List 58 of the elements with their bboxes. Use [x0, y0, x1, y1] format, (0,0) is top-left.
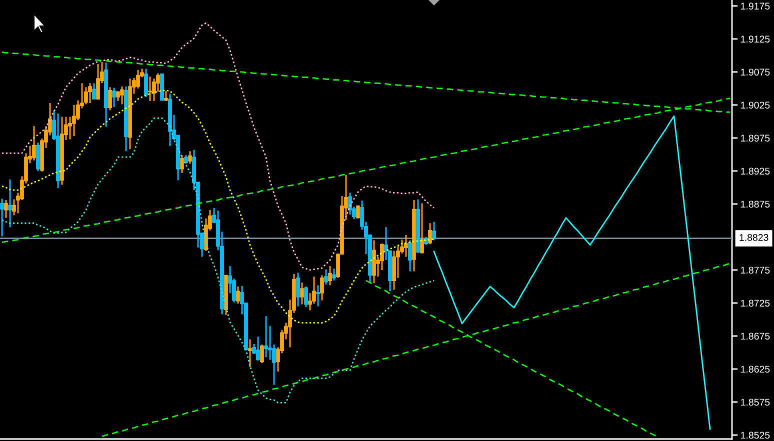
- candlestick: [320, 274, 324, 302]
- y-tick-label: 1.8925: [741, 168, 770, 175]
- candlestick: [120, 86, 124, 105]
- y-tick-label: 1.8575: [741, 398, 770, 406]
- ref-line-label: 1.8823: [740, 234, 768, 241]
- candlestick: [248, 338, 252, 368]
- candlestick: [304, 286, 308, 308]
- candlestick: [36, 142, 40, 172]
- candlestick: [332, 268, 336, 282]
- candlestick: [152, 78, 156, 102]
- candlestick: [432, 221, 436, 241]
- candlestick: [260, 344, 264, 364]
- candlestick: [4, 199, 8, 219]
- y-tick-label: 1.9175: [741, 2, 770, 10]
- candlestick: [92, 82, 96, 100]
- y-tick-label: 1.8975: [741, 134, 770, 142]
- candlestick: [84, 86, 88, 105]
- candlestick: [296, 272, 300, 308]
- candlestick: [408, 240, 412, 272]
- candlestick: [264, 316, 268, 358]
- candlestick: [148, 76, 152, 102]
- candlestick: [88, 82, 92, 104]
- candlestick: [300, 282, 304, 306]
- y-tick-label: 1.8675: [741, 332, 770, 340]
- candlestick: [180, 154, 184, 174]
- candlestick: [420, 202, 424, 254]
- candlestick: [116, 90, 120, 102]
- line-series: [101, 262, 731, 438]
- candlestick: [96, 63, 100, 100]
- candlestick: [144, 68, 148, 98]
- candlestick: [404, 234, 408, 258]
- candlestick: [108, 86, 112, 111]
- candlestick: [324, 268, 328, 286]
- candlestick: [236, 286, 240, 304]
- y-tick-label: 1.9125: [741, 36, 770, 43]
- candlestick: [348, 192, 352, 216]
- candlestick: [256, 336, 260, 362]
- candlestick: [32, 125, 36, 162]
- y-tick-label: 1.9075: [741, 68, 770, 76]
- candlestick: [72, 104, 76, 137]
- candlestick: [316, 284, 320, 308]
- candlestick: [8, 178, 12, 228]
- candlestick: [112, 87, 116, 108]
- y-tick-label: 1.8625: [741, 366, 770, 373]
- y-tick-label: 1.8525: [741, 432, 770, 439]
- line-series: [1, 22, 435, 271]
- candlestick: [328, 265, 332, 286]
- line-series: [1, 117, 435, 404]
- candlestick: [428, 222, 432, 245]
- line-series: [433, 115, 711, 430]
- y-tick-label: 1.8725: [741, 300, 770, 307]
- y-tick-label: 1.8875: [741, 200, 770, 208]
- candlestick: [136, 69, 140, 90]
- candlestick: [0, 198, 4, 238]
- candlestick: [392, 250, 396, 290]
- y-tick-label: 1.8775: [741, 266, 770, 274]
- y-tick-label: 1.9025: [741, 102, 770, 109]
- candlestick: [188, 150, 192, 164]
